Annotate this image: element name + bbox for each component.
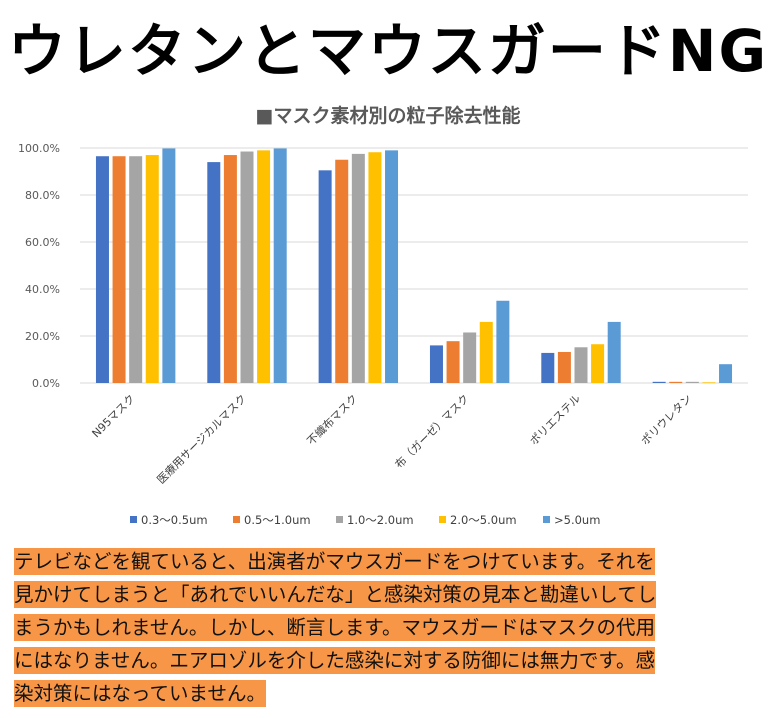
legend-label: 0.3～0.5um <box>141 513 208 527</box>
explanation-paragraph: テレビなどを観ていると、出演者がマウスガードをつけています。それを 見かけてしま… <box>14 545 766 710</box>
y-tick-label: 0.0% <box>32 377 60 390</box>
x-category-label: 不織布マスク <box>305 392 361 448</box>
x-category-label: ポリエステル <box>527 392 583 448</box>
y-tick-label: 40.0% <box>25 283 60 296</box>
paragraph-line-text: にはなりません。エアロゾルを介した感染に対する防御には無力です。感 <box>14 647 655 674</box>
bar <box>652 381 666 383</box>
bar <box>669 381 683 383</box>
bar <box>574 347 588 383</box>
page-headline: ウレタンとマウスガードNG <box>7 17 769 85</box>
legend-label: 1.0～2.0um <box>347 513 414 527</box>
bar <box>162 148 176 383</box>
bar <box>112 156 126 383</box>
bar <box>702 382 716 384</box>
bar <box>479 321 493 383</box>
bar <box>385 150 399 383</box>
y-tick-label: 100.0% <box>18 142 60 155</box>
x-category-label: ポリウレタン <box>639 392 695 448</box>
y-tick-label: 60.0% <box>25 236 60 249</box>
bar <box>273 148 287 383</box>
bar <box>207 162 221 383</box>
chart-bars <box>95 148 733 384</box>
legend-swatch <box>233 516 240 523</box>
paragraph-line: にはなりません。エアロゾルを介した感染に対する防御には無力です。感 <box>14 644 766 677</box>
legend-label: 0.5～1.0um <box>244 513 311 527</box>
bar <box>223 155 237 383</box>
y-tick-label: 20.0% <box>25 330 60 343</box>
legend-swatch <box>336 516 343 523</box>
bar <box>446 341 460 383</box>
bar <box>685 381 699 383</box>
legend-label: 2.0～5.0um <box>450 513 517 527</box>
bar <box>557 351 571 383</box>
paragraph-line: まうかもしれません。しかし、断言します。マウスガードはマスクの代用 <box>14 611 766 644</box>
paragraph-line-text: まうかもしれません。しかし、断言します。マウスガードはマスクの代用 <box>14 614 655 641</box>
paragraph-line-text: テレビなどを観ていると、出演者がマウスガードをつけています。それを <box>14 548 655 575</box>
bar <box>351 153 365 383</box>
y-tick-label: 80.0% <box>25 189 60 202</box>
chart-gridlines <box>80 147 748 384</box>
legend-swatch <box>439 516 446 523</box>
legend-label: >5.0um <box>554 513 600 527</box>
chart-legend: 0.3～0.5um 0.5～1.0um 1.0～2.0um 2.0～5.0um >5.0… <box>130 513 600 527</box>
chart-title: ■マスク素材別の粒子除去性能 <box>256 104 521 127</box>
paragraph-line: テレビなどを観ていると、出演者がマウスガードをつけています。それを <box>14 545 766 578</box>
bar <box>463 332 477 383</box>
paragraph-line: 染対策にはなっていません。 <box>14 677 766 710</box>
x-category-label: N95マスク <box>90 392 138 440</box>
x-category-label: 布（ガーゼ）マスク <box>393 392 472 471</box>
paragraph-line-text: 見かけてしまうと「あれでいいんだな」と感染対策の見本と勘違いしてし <box>14 581 657 608</box>
bar <box>240 151 254 383</box>
bar <box>541 352 555 383</box>
legend-swatch <box>130 516 137 523</box>
legend-swatch <box>543 516 550 523</box>
x-axis-labels: N95マスク 医療用サージカルマスク 不織布マスク 布（ガーゼ）マスク ポリエステル ポリ… <box>90 391 695 486</box>
bar <box>95 156 109 383</box>
particle-removal-bar-chart: ■マスク素材別の粒子除去性能 0.0% 20.0% 40.0% 60.0% 80.0% 1… <box>18 104 748 527</box>
bar <box>591 344 605 383</box>
bar <box>719 364 733 383</box>
bar <box>145 155 159 383</box>
paragraph-line: 見かけてしまうと「あれでいいんだな」と感染対策の見本と勘違いしてし <box>14 578 766 611</box>
bar <box>257 150 271 383</box>
y-axis-ticks: 0.0% 20.0% 40.0% 60.0% 80.0% 100.0% <box>18 142 60 390</box>
bar <box>129 156 143 383</box>
bar <box>318 170 332 383</box>
x-category-label: 医療用サージカルマスク <box>154 391 249 486</box>
bar <box>368 152 382 383</box>
bar <box>429 345 443 383</box>
bar <box>607 321 621 383</box>
bar <box>335 159 349 383</box>
paragraph-line-text: 染対策にはなっていません。 <box>14 680 266 707</box>
bar <box>496 300 510 383</box>
